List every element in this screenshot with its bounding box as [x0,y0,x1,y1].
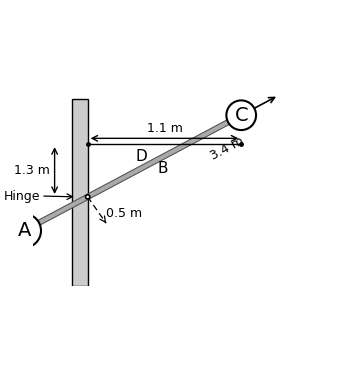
Text: 3.4 m: 3.4 m [209,134,246,162]
Bar [72,99,88,286]
Polygon shape [23,113,243,233]
Text: 1.3 m: 1.3 m [14,164,50,177]
Text: 1.1 m: 1.1 m [147,122,182,135]
Circle shape [85,195,90,199]
Text: D: D [135,149,147,164]
Text: C: C [234,106,248,125]
Circle shape [226,100,256,130]
Text: B: B [158,161,168,176]
Text: 0.5 m: 0.5 m [106,207,142,220]
Text: A: A [18,221,31,240]
Circle shape [7,214,41,248]
Text: Hinge: Hinge [4,189,40,203]
